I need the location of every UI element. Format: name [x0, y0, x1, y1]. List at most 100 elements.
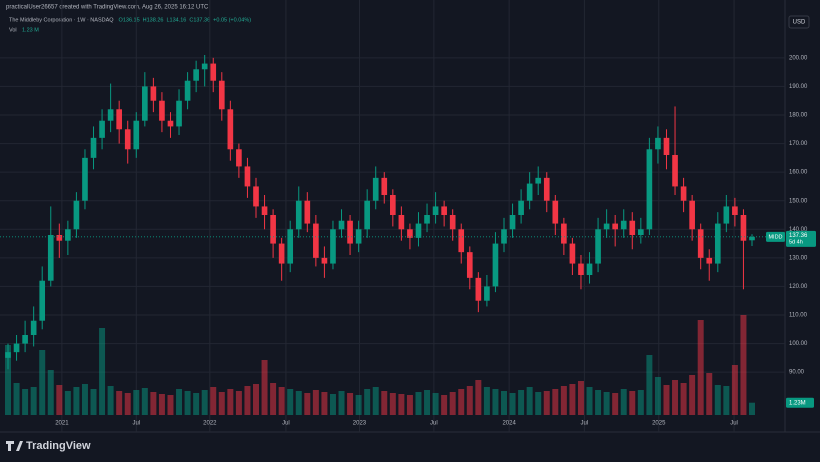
- volume-bar: [99, 328, 106, 415]
- candle-body: [278, 243, 285, 264]
- candle-body: [672, 155, 678, 187]
- candle-body: [603, 223, 610, 230]
- countdown: 5d 4h: [789, 239, 803, 245]
- y-tick-label: 100.00: [789, 341, 808, 347]
- candle-body: [372, 177, 379, 201]
- volume-bar: [150, 392, 157, 415]
- candle-body: [47, 235, 54, 281]
- x-tick-label: 2024: [502, 421, 516, 427]
- volume-bar: [64, 391, 71, 415]
- candle-body: [689, 200, 695, 230]
- candle-body: [5, 352, 11, 358]
- candle-body: [535, 177, 542, 184]
- volume-bar: [73, 387, 80, 415]
- candle-body: [680, 186, 687, 201]
- candle-body: [475, 277, 482, 301]
- candle-body: [22, 335, 28, 344]
- candle-body: [193, 69, 199, 81]
- volume-bar: [629, 391, 636, 415]
- candle-body: [99, 120, 105, 138]
- volume-bar: [535, 392, 542, 415]
- candle-body: [244, 166, 251, 187]
- candle-body: [612, 223, 618, 230]
- x-tick-label: Jul: [132, 421, 140, 427]
- candle-body: [159, 100, 165, 121]
- candle-body: [13, 343, 20, 353]
- legend-ohlc: O136.15: [119, 17, 140, 23]
- x-tick-label: 2022: [203, 421, 217, 427]
- candle-body: [90, 137, 97, 158]
- volume-bar: [47, 370, 54, 415]
- candle-body: [176, 100, 182, 127]
- x-tick-label: Jul: [730, 421, 738, 427]
- y-tick-label: 120.00: [789, 284, 808, 290]
- currency-box[interactable]: [788, 15, 810, 29]
- candle-body: [663, 137, 670, 155]
- y-tick-label: 170.00: [789, 141, 808, 147]
- candle-body: [732, 206, 738, 215]
- candle-body: [638, 229, 644, 235]
- volume-bar: [218, 392, 225, 415]
- candle-body: [313, 223, 319, 258]
- volume-bar: [706, 373, 713, 415]
- y-tick-label: 90.00: [789, 370, 805, 376]
- volume-bar: [81, 384, 88, 415]
- volume-bar: [415, 392, 422, 415]
- volume-bar: [398, 394, 405, 415]
- candle-body: [124, 129, 131, 150]
- volume-bar: [646, 355, 653, 415]
- volume-bar: [22, 389, 29, 415]
- volume-bar: [637, 390, 644, 415]
- volume-bar: [560, 386, 567, 415]
- candle-body: [253, 186, 259, 207]
- candle-body: [407, 229, 413, 238]
- volume-bar: [518, 390, 525, 415]
- volume-bar: [107, 386, 114, 415]
- volume-bar: [723, 386, 730, 415]
- candle-body: [458, 229, 465, 253]
- volume-bar: [270, 383, 277, 415]
- volume-bar: [244, 386, 251, 415]
- volume-bar: [364, 389, 371, 415]
- volume-bar: [295, 391, 302, 415]
- volume-bar: [5, 345, 11, 415]
- volume-bar: [278, 387, 285, 415]
- candle-body: [424, 215, 430, 224]
- x-tick-label: Jul: [581, 421, 589, 427]
- volume-bar: [389, 393, 396, 415]
- volume-bar: [492, 389, 499, 415]
- volume-bar: [193, 393, 200, 415]
- candle-body: [355, 229, 362, 244]
- currency[interactable]: USD: [793, 20, 806, 26]
- volume-bars: [5, 315, 755, 415]
- volume-bar: [176, 389, 183, 415]
- candle-body: [184, 80, 191, 101]
- x-tick-label: 2023: [353, 421, 367, 427]
- candle-body: [398, 215, 405, 230]
- candle-body: [620, 220, 627, 230]
- volume-bar: [304, 393, 311, 415]
- volume-bar: [663, 385, 670, 415]
- volume-legend-value: 1.23 M: [22, 27, 39, 33]
- volume-bar: [141, 388, 148, 415]
- candle-body: [697, 229, 704, 258]
- price-tag: [786, 230, 816, 247]
- candle-body: [142, 86, 148, 121]
- candle-body: [82, 157, 88, 201]
- candle-body: [492, 243, 499, 287]
- candles: [5, 55, 755, 370]
- candle-body: [338, 220, 345, 230]
- volume-bar: [714, 385, 721, 415]
- candle-body: [116, 109, 122, 130]
- volume-bar: [312, 390, 319, 415]
- volume-bar: [543, 391, 550, 415]
- candle-body: [236, 149, 242, 167]
- candle-body: [595, 229, 601, 264]
- volume-bar: [689, 375, 696, 415]
- candle-body: [432, 206, 439, 215]
- candle-body: [270, 215, 276, 244]
- volume-bar: [235, 391, 242, 415]
- volume-bar: [13, 383, 20, 415]
